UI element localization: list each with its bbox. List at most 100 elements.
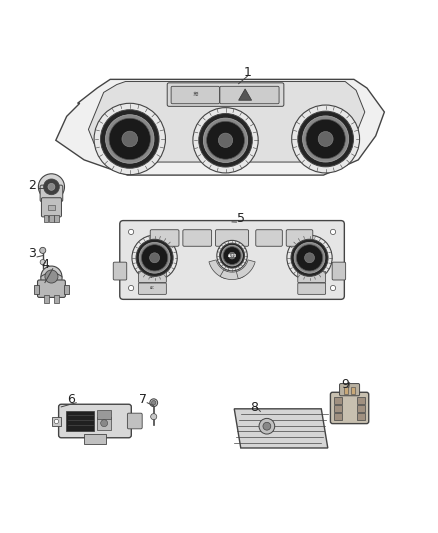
FancyBboxPatch shape — [339, 384, 360, 396]
Circle shape — [152, 400, 156, 405]
FancyBboxPatch shape — [113, 262, 127, 280]
Circle shape — [100, 110, 159, 168]
FancyBboxPatch shape — [298, 271, 325, 282]
FancyBboxPatch shape — [40, 185, 63, 201]
Polygon shape — [237, 260, 255, 279]
Circle shape — [207, 122, 244, 159]
Circle shape — [136, 239, 173, 276]
Bar — [334, 405, 342, 412]
Bar — [357, 405, 365, 412]
Circle shape — [48, 183, 55, 190]
Bar — [49, 215, 53, 222]
Circle shape — [40, 247, 46, 254]
Circle shape — [199, 114, 252, 167]
Polygon shape — [209, 260, 228, 279]
Circle shape — [122, 131, 138, 147]
Text: 4: 4 — [41, 258, 49, 271]
Bar — [54, 215, 59, 222]
Circle shape — [291, 239, 328, 276]
Circle shape — [304, 253, 314, 263]
Circle shape — [306, 119, 345, 159]
Circle shape — [101, 419, 108, 426]
Circle shape — [40, 260, 46, 265]
Circle shape — [151, 414, 157, 419]
Circle shape — [292, 105, 360, 173]
Circle shape — [219, 133, 233, 148]
Circle shape — [150, 399, 158, 407]
FancyBboxPatch shape — [138, 283, 166, 294]
Bar — [48, 205, 55, 210]
Bar — [52, 417, 61, 426]
Circle shape — [217, 240, 247, 271]
Circle shape — [39, 174, 64, 200]
Bar — [351, 387, 355, 393]
FancyBboxPatch shape — [298, 283, 325, 294]
Text: 6: 6 — [67, 393, 75, 406]
Circle shape — [44, 179, 59, 195]
Text: 9: 9 — [341, 377, 349, 391]
FancyBboxPatch shape — [330, 392, 369, 424]
Circle shape — [303, 116, 349, 162]
Polygon shape — [239, 89, 252, 100]
FancyBboxPatch shape — [120, 221, 344, 300]
Bar — [84, 434, 106, 444]
Bar — [64, 285, 69, 294]
Bar — [44, 295, 49, 303]
Bar — [34, 285, 39, 294]
Circle shape — [219, 243, 244, 268]
FancyBboxPatch shape — [171, 86, 219, 104]
Polygon shape — [220, 270, 244, 279]
Circle shape — [222, 245, 242, 266]
Circle shape — [45, 270, 58, 283]
Circle shape — [263, 422, 271, 430]
Circle shape — [109, 118, 151, 160]
Circle shape — [203, 118, 248, 163]
Bar — [334, 413, 342, 420]
Circle shape — [223, 247, 241, 264]
Circle shape — [259, 418, 275, 434]
Text: 7: 7 — [139, 393, 147, 406]
Circle shape — [139, 243, 170, 273]
Circle shape — [54, 419, 59, 424]
Circle shape — [297, 245, 323, 271]
FancyBboxPatch shape — [286, 230, 313, 246]
Text: 3: 3 — [28, 247, 36, 260]
Polygon shape — [234, 409, 328, 448]
FancyBboxPatch shape — [138, 271, 166, 282]
Bar — [97, 417, 111, 430]
FancyBboxPatch shape — [42, 198, 61, 217]
Circle shape — [294, 243, 325, 273]
Text: 5: 5 — [237, 212, 245, 225]
Polygon shape — [56, 79, 385, 175]
FancyBboxPatch shape — [256, 230, 283, 246]
Bar — [97, 410, 111, 419]
FancyBboxPatch shape — [127, 413, 142, 429]
Circle shape — [132, 235, 177, 280]
Text: 8: 8 — [250, 401, 258, 415]
Circle shape — [330, 286, 336, 290]
FancyBboxPatch shape — [38, 280, 65, 297]
Text: A/C: A/C — [150, 274, 155, 279]
Circle shape — [298, 111, 353, 167]
Circle shape — [330, 229, 336, 235]
Circle shape — [318, 132, 333, 147]
Text: AUTO: AUTO — [227, 254, 237, 257]
Circle shape — [41, 266, 62, 287]
Polygon shape — [41, 270, 62, 295]
Circle shape — [94, 103, 166, 175]
Circle shape — [287, 235, 332, 280]
Circle shape — [106, 115, 154, 163]
Polygon shape — [88, 82, 365, 162]
Circle shape — [150, 253, 159, 263]
FancyBboxPatch shape — [215, 230, 249, 246]
Text: A/C: A/C — [150, 286, 155, 290]
Bar — [334, 397, 342, 403]
Bar — [344, 387, 348, 393]
Circle shape — [128, 286, 134, 290]
FancyBboxPatch shape — [167, 83, 284, 107]
Text: ≋: ≋ — [192, 92, 198, 98]
Text: 1: 1 — [244, 66, 251, 79]
Circle shape — [193, 108, 258, 173]
Circle shape — [229, 252, 235, 259]
Text: 2: 2 — [28, 180, 36, 192]
